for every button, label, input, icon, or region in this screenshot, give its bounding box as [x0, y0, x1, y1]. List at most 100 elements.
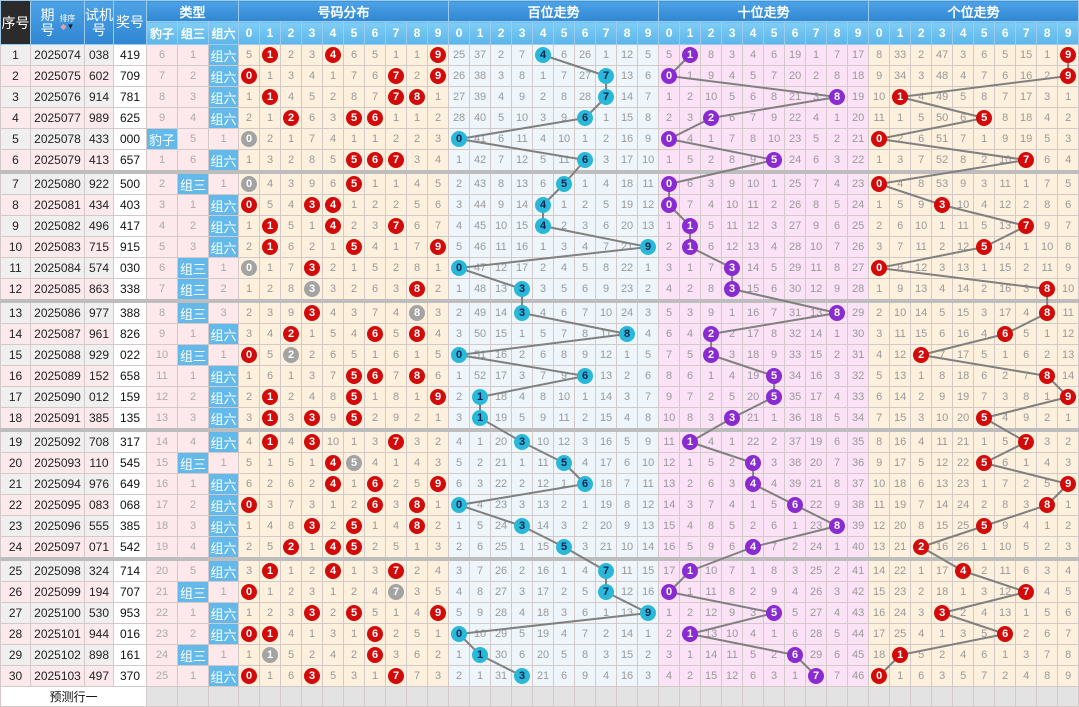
- prediction-cell[interactable]: [637, 686, 660, 707]
- prediction-cell[interactable]: [343, 686, 366, 707]
- prediction-cell[interactable]: [146, 686, 178, 707]
- hun-cell: 2: [637, 278, 660, 303]
- prediction-cell[interactable]: [1015, 686, 1038, 707]
- prediction-cell[interactable]: [532, 686, 555, 707]
- uni-cell: 6: [931, 323, 954, 345]
- prediction-cell[interactable]: [616, 686, 639, 707]
- prediction-cell[interactable]: [259, 686, 282, 707]
- hun-cell: 3: [448, 407, 471, 432]
- dist-ball: 0: [241, 584, 258, 600]
- prediction-cell[interactable]: [721, 686, 744, 707]
- uni-cell: 5: [973, 515, 996, 537]
- hun-cell: 3: [448, 194, 471, 216]
- hun-cell: 16: [616, 665, 639, 687]
- prediction-cell[interactable]: [1057, 686, 1079, 707]
- prediction-cell[interactable]: [742, 686, 765, 707]
- hun-cell: 6: [532, 171, 555, 195]
- prediction-cell[interactable]: [511, 686, 534, 707]
- prediction-cell[interactable]: [322, 686, 345, 707]
- row-test-number: 385: [84, 407, 114, 432]
- prediction-cell[interactable]: [280, 686, 303, 707]
- prediction-cell[interactable]: [448, 686, 471, 707]
- units-ball: 5: [976, 455, 993, 471]
- prediction-cell[interactable]: [406, 686, 429, 707]
- header-period[interactable]: 期号 排序 ◆▼: [30, 0, 85, 45]
- prediction-cell[interactable]: [553, 686, 576, 707]
- dist-cell: 3: [322, 278, 345, 303]
- prediction-cell[interactable]: [207, 686, 240, 707]
- uni-cell: 5: [910, 452, 933, 474]
- uni-cell: 4: [910, 86, 933, 108]
- uni-cell: 11: [994, 558, 1017, 582]
- uni-cell: 14: [889, 386, 912, 408]
- uni-cell: 10: [994, 149, 1017, 174]
- prediction-cell[interactable]: [177, 686, 209, 707]
- prediction-cell[interactable]: [910, 686, 933, 707]
- hundreds-ball: 4: [535, 197, 552, 213]
- prediction-cell[interactable]: [574, 686, 597, 707]
- hun-cell: 3: [490, 65, 513, 87]
- row-seq: 6: [0, 149, 31, 174]
- prediction-cell[interactable]: [889, 686, 912, 707]
- prediction-cell[interactable]: [595, 686, 618, 707]
- hun-cell: 42: [469, 149, 492, 174]
- uni-cell: 6: [868, 386, 891, 408]
- prediction-cell[interactable]: [679, 686, 702, 707]
- prediction-cell[interactable]: [784, 686, 807, 707]
- hun-cell: 8: [595, 257, 618, 279]
- prediction-cell[interactable]: [847, 686, 870, 707]
- ten-cell: 1: [679, 44, 702, 66]
- prediction-cell[interactable]: [427, 686, 450, 707]
- dist-cell: 6: [364, 365, 387, 387]
- prediction-cell[interactable]: [763, 686, 786, 707]
- tens-ball: 2: [703, 347, 720, 363]
- ten-cell: 22: [784, 107, 807, 129]
- prediction-cell[interactable]: [994, 686, 1017, 707]
- dist-cell: 1: [385, 107, 408, 129]
- uni-cell: 2: [973, 558, 996, 582]
- prediction-cell[interactable]: [973, 686, 996, 707]
- hun-cell: 3: [511, 365, 534, 387]
- dist-cell: 6: [280, 665, 303, 687]
- prediction-cell[interactable]: [868, 686, 891, 707]
- dist-cell: 5: [343, 107, 366, 129]
- dist-cell: 2: [301, 236, 324, 258]
- dist-cell: 3: [301, 494, 324, 516]
- prediction-cell[interactable]: [238, 686, 261, 707]
- ten-cell: 2: [679, 473, 702, 495]
- prediction-cell[interactable]: [301, 686, 324, 707]
- prediction-cell[interactable]: [469, 686, 492, 707]
- prediction-cell[interactable]: [658, 686, 681, 707]
- row-seq: 9: [0, 215, 31, 237]
- dist-ball: 8: [409, 518, 426, 534]
- dist-cell: 5: [280, 452, 303, 474]
- hun-cell: 5: [511, 407, 534, 432]
- uni-cell: 13: [889, 365, 912, 387]
- row-prize-number: 500: [113, 171, 147, 195]
- prediction-cell[interactable]: [385, 686, 408, 707]
- prediction-cell[interactable]: [805, 686, 828, 707]
- prediction-cell[interactable]: [931, 686, 954, 707]
- hun-cell: 18: [490, 386, 513, 408]
- prediction-cell[interactable]: [700, 686, 723, 707]
- ten-cell: 0: [658, 128, 681, 150]
- ten-cell: 3: [826, 365, 849, 387]
- row-prize-number: 161: [113, 644, 147, 666]
- type-hit: 组三: [177, 257, 209, 279]
- prediction-cell[interactable]: [1036, 686, 1059, 707]
- prediction-cell[interactable]: [952, 686, 975, 707]
- row-period: 2025085: [30, 278, 85, 303]
- prediction-cell[interactable]: [490, 686, 513, 707]
- ten-cell: 2: [826, 558, 849, 582]
- prediction-cell[interactable]: [826, 686, 849, 707]
- hun-cell: 6: [574, 107, 597, 129]
- uni-cell: 2: [910, 44, 933, 66]
- uni-cell: 11: [952, 215, 975, 237]
- dist-cell: 6: [406, 215, 429, 237]
- ten-cell: 8: [826, 257, 849, 279]
- prediction-cell[interactable]: [364, 686, 387, 707]
- ten-cell: 14: [805, 323, 828, 345]
- sort-button[interactable]: 排序 ◆▼: [59, 14, 75, 31]
- dist-cell: 1: [322, 494, 345, 516]
- hun-cell: 1: [511, 536, 534, 561]
